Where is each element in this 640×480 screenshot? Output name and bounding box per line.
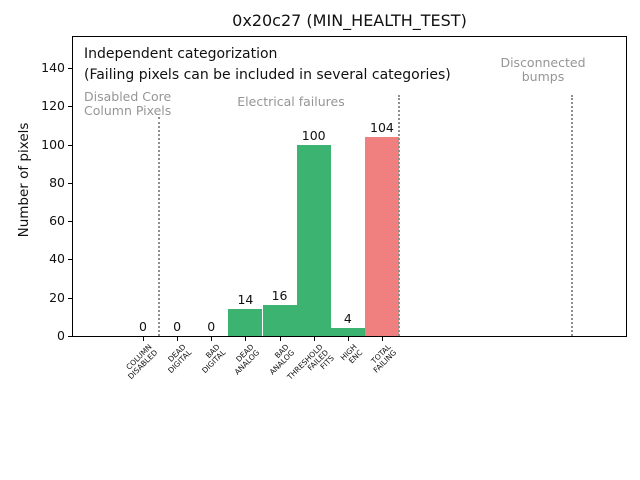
annotation-text: Independent categorization (Failing pixe… [84,44,451,86]
bar [262,305,297,336]
bar [364,136,399,336]
x-tick [279,337,281,341]
bar-value-label: 104 [370,119,394,135]
chart-title: 0x20c27 (MIN_HEALTH_TEST) [232,11,467,30]
y-tick [68,336,72,337]
bar-value-label: 14 [237,292,254,308]
bar-value-label: 100 [301,127,326,143]
section-divider-line [571,95,573,336]
y-tick [68,297,72,299]
plot-area: Independent categorization (Failing pixe… [72,36,627,337]
y-tick [68,182,72,184]
x-tick [381,337,383,341]
y-tick [68,106,72,108]
x-tick [245,337,247,341]
y-tick [68,259,72,261]
y-tick-label: 80 [49,174,65,190]
y-tick-label: 120 [41,98,65,114]
section-divider-line [398,95,400,336]
bar [296,144,331,336]
y-tick-label: 60 [49,213,65,229]
y-tick [68,144,72,146]
y-tick-label: 0 [57,328,65,343]
x-tick [143,337,144,341]
y-tick-label: 140 [41,60,65,75]
x-tick [313,337,315,341]
section-divider-line [158,117,160,336]
y-tick [68,221,72,223]
x-tick [211,337,213,341]
y-tick [68,68,72,69]
bar-value-label: 16 [271,288,288,304]
annotation-line2: (Failing pixels can be included in sever… [84,67,451,83]
y-tick-label: 20 [49,289,65,305]
x-tick [177,337,179,341]
bar [330,328,365,336]
annotation-line1: Independent categorization [84,46,278,62]
bar-value-label: 4 [343,311,352,327]
x-tick [347,337,349,341]
bar [228,309,263,336]
bar-value-label: 0 [207,319,216,334]
section-label: Disconnected bumps [500,55,586,84]
section-label: Electrical failures [237,94,345,109]
y-tick-label: 40 [49,251,65,267]
section-label: Disabled Core Column Pixels [84,89,172,118]
y-tick-label: 100 [41,136,65,152]
bar-value-label: 0 [139,319,147,334]
bar-value-label: 0 [173,319,182,334]
